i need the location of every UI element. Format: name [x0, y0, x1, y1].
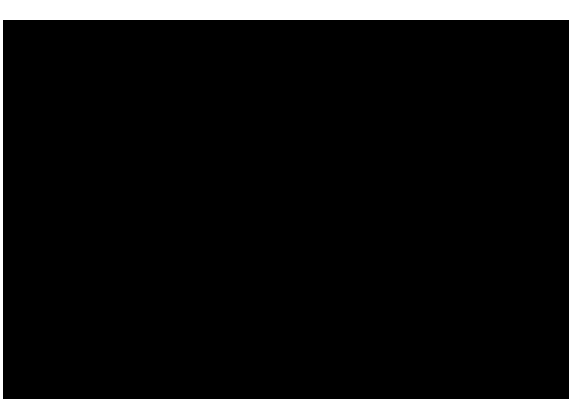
- word-cloud: [3, 20, 569, 399]
- word-cloud-background: [3, 20, 569, 399]
- word-cloud-canvas: [3, 20, 569, 399]
